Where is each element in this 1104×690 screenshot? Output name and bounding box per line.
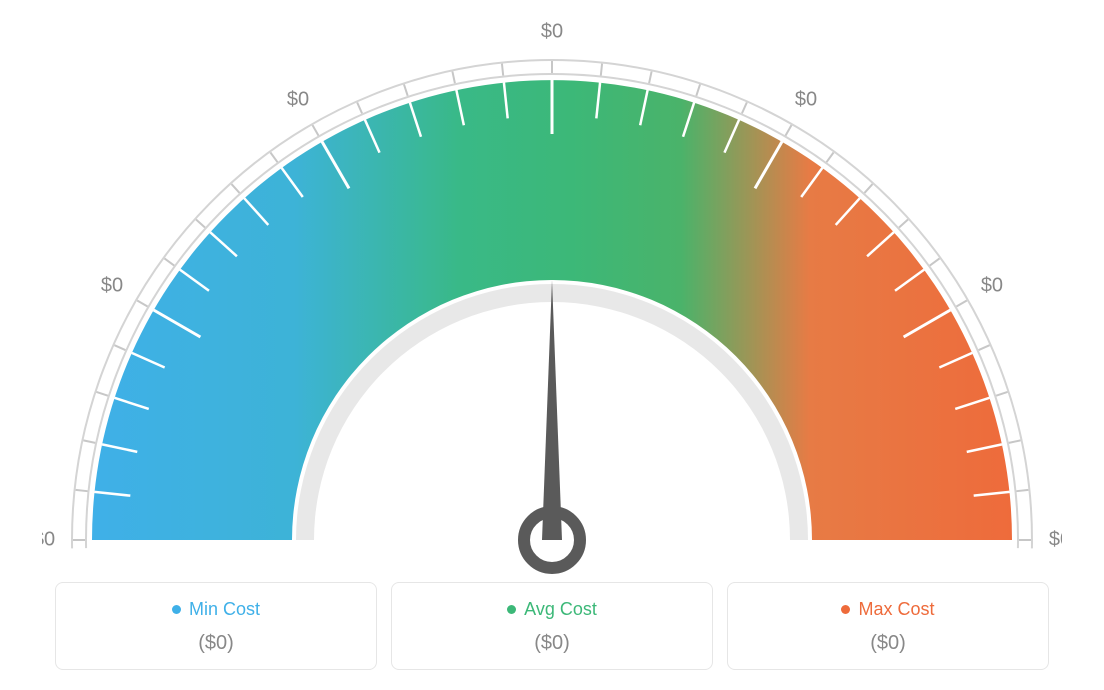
legend-dot-max: [841, 605, 850, 614]
legend-value-min: ($0): [66, 632, 366, 655]
legend-dot-avg: [507, 605, 516, 614]
legend-value-avg: ($0): [402, 632, 702, 655]
gauge-svg: $0 $0 $0 $0 $0 $0 $0: [42, 20, 1062, 580]
legend-value-max: ($0): [738, 632, 1038, 655]
gauge-tick-label: $0: [795, 88, 817, 110]
legend-label-avg: Avg Cost: [524, 599, 597, 620]
legend-label-max: Max Cost: [858, 599, 934, 620]
gauge-needle: [542, 280, 562, 540]
legend-dot-min: [172, 605, 181, 614]
gauge-chart: $0 $0 $0 $0 $0 $0 $0: [42, 20, 1062, 580]
legend-card-min: Min Cost ($0): [55, 582, 377, 670]
legend-row: Min Cost ($0) Avg Cost ($0) Max Cost ($0…: [52, 582, 1052, 670]
legend-card-max: Max Cost ($0): [727, 582, 1049, 670]
legend-label-min: Min Cost: [189, 599, 260, 620]
gauge-tick-label: $0: [287, 88, 309, 110]
gauge-tick-label: $0: [981, 274, 1003, 296]
gauge-tick-label: $0: [42, 528, 55, 550]
gauge-tick-label: $0: [1049, 528, 1062, 550]
gauge-tick-label: $0: [101, 274, 123, 296]
legend-card-avg: Avg Cost ($0): [391, 582, 713, 670]
gauge-tick-label: $0: [541, 20, 563, 42]
